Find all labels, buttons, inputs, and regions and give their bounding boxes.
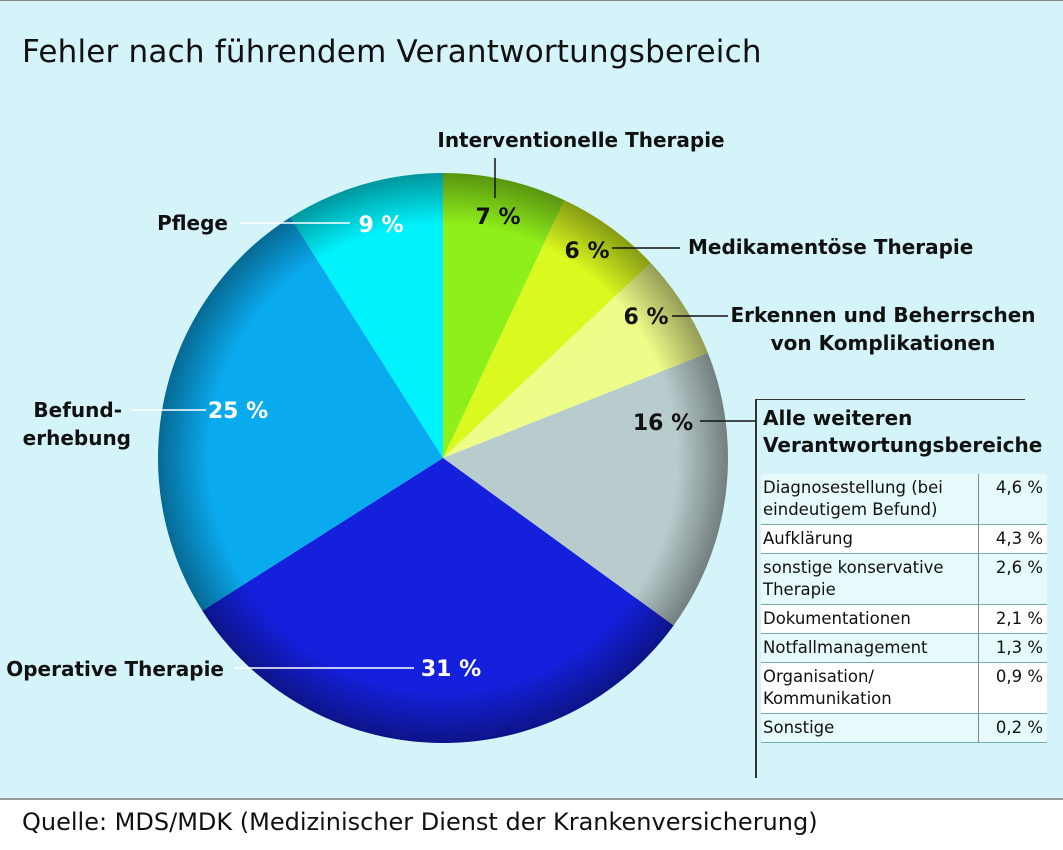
row-label: sonstige konservative Therapie xyxy=(761,553,979,605)
row-value: 4,3 % xyxy=(978,524,1047,554)
others-heading: Alle weiteren Verantwortungsbereiche xyxy=(763,405,1053,459)
label-erkennen-2: von Komplikationen xyxy=(771,331,996,355)
row-label: Notfallmanagement xyxy=(761,633,979,663)
pct-label-erkennen: 6 % xyxy=(623,305,668,330)
pct-label-medikamentoese: 6 % xyxy=(564,239,609,264)
row-value: 4,6 % xyxy=(978,474,1047,525)
label-pflege: Pflege xyxy=(157,211,228,235)
source-divider xyxy=(0,798,1063,800)
others-breakdown-box: Alle weiteren Verantwortungsbereiche Dia… xyxy=(755,399,1051,778)
source-note: Quelle: MDS/MDK (Medizinischer Dienst de… xyxy=(22,808,818,836)
row-label: Organisation/ Kommunikation xyxy=(761,662,979,714)
others-heading-line-1: Alle weiteren xyxy=(763,406,913,430)
table-row: Diagnosestellung (bei eindeutigem Befund… xyxy=(761,474,1047,525)
row-value: 0,2 % xyxy=(978,713,1047,743)
pct-label-alle-weiteren: 16 % xyxy=(633,411,693,436)
label-befund-2: erhebung xyxy=(23,426,131,450)
row-value: 2,1 % xyxy=(978,604,1047,634)
pct-label-pflege: 9 % xyxy=(358,213,403,238)
pct-label-interventionelle: 7 % xyxy=(475,205,520,230)
table-row: Organisation/ Kommunikation 0,9 % xyxy=(761,662,1047,714)
pct-label-operative: 31 % xyxy=(421,657,481,682)
row-label: Sonstige xyxy=(761,713,979,743)
others-box-top-border xyxy=(755,399,1025,400)
chart-title: Fehler nach führendem Verantwortungsbere… xyxy=(22,34,762,70)
label-operative: Operative Therapie xyxy=(6,657,224,681)
row-label: Aufklärung xyxy=(761,524,979,554)
others-heading-line-2: Verantwortungsbereiche xyxy=(763,433,1043,457)
table-row: Aufklärung 4,3 % xyxy=(761,524,1047,554)
label-interventionelle: Interventionelle Therapie xyxy=(437,128,724,152)
row-value: 0,9 % xyxy=(978,662,1047,714)
label-erkennen-1: Erkennen und Beherrschen xyxy=(731,303,1036,327)
table-row: Notfallmanagement 1,3 % xyxy=(761,633,1047,663)
label-befund-1: Befund- xyxy=(33,398,122,422)
row-label: Diagnosestellung (bei eindeutigem Befund… xyxy=(761,474,979,525)
table-row: sonstige konservative Therapie 2,6 % xyxy=(761,553,1047,605)
table-row: Sonstige 0,2 % xyxy=(761,713,1047,743)
pct-label-befund: 25 % xyxy=(208,399,268,424)
row-value: 1,3 % xyxy=(978,633,1047,663)
others-table: Diagnosestellung (bei eindeutigem Befund… xyxy=(761,474,1047,743)
table-row: Dokumentationen 2,1 % xyxy=(761,604,1047,634)
label-medikamentoese: Medikamentöse Therapie xyxy=(688,235,973,259)
row-value: 2,6 % xyxy=(978,553,1047,605)
row-label: Dokumentationen xyxy=(761,604,979,634)
others-box-border xyxy=(755,399,757,778)
